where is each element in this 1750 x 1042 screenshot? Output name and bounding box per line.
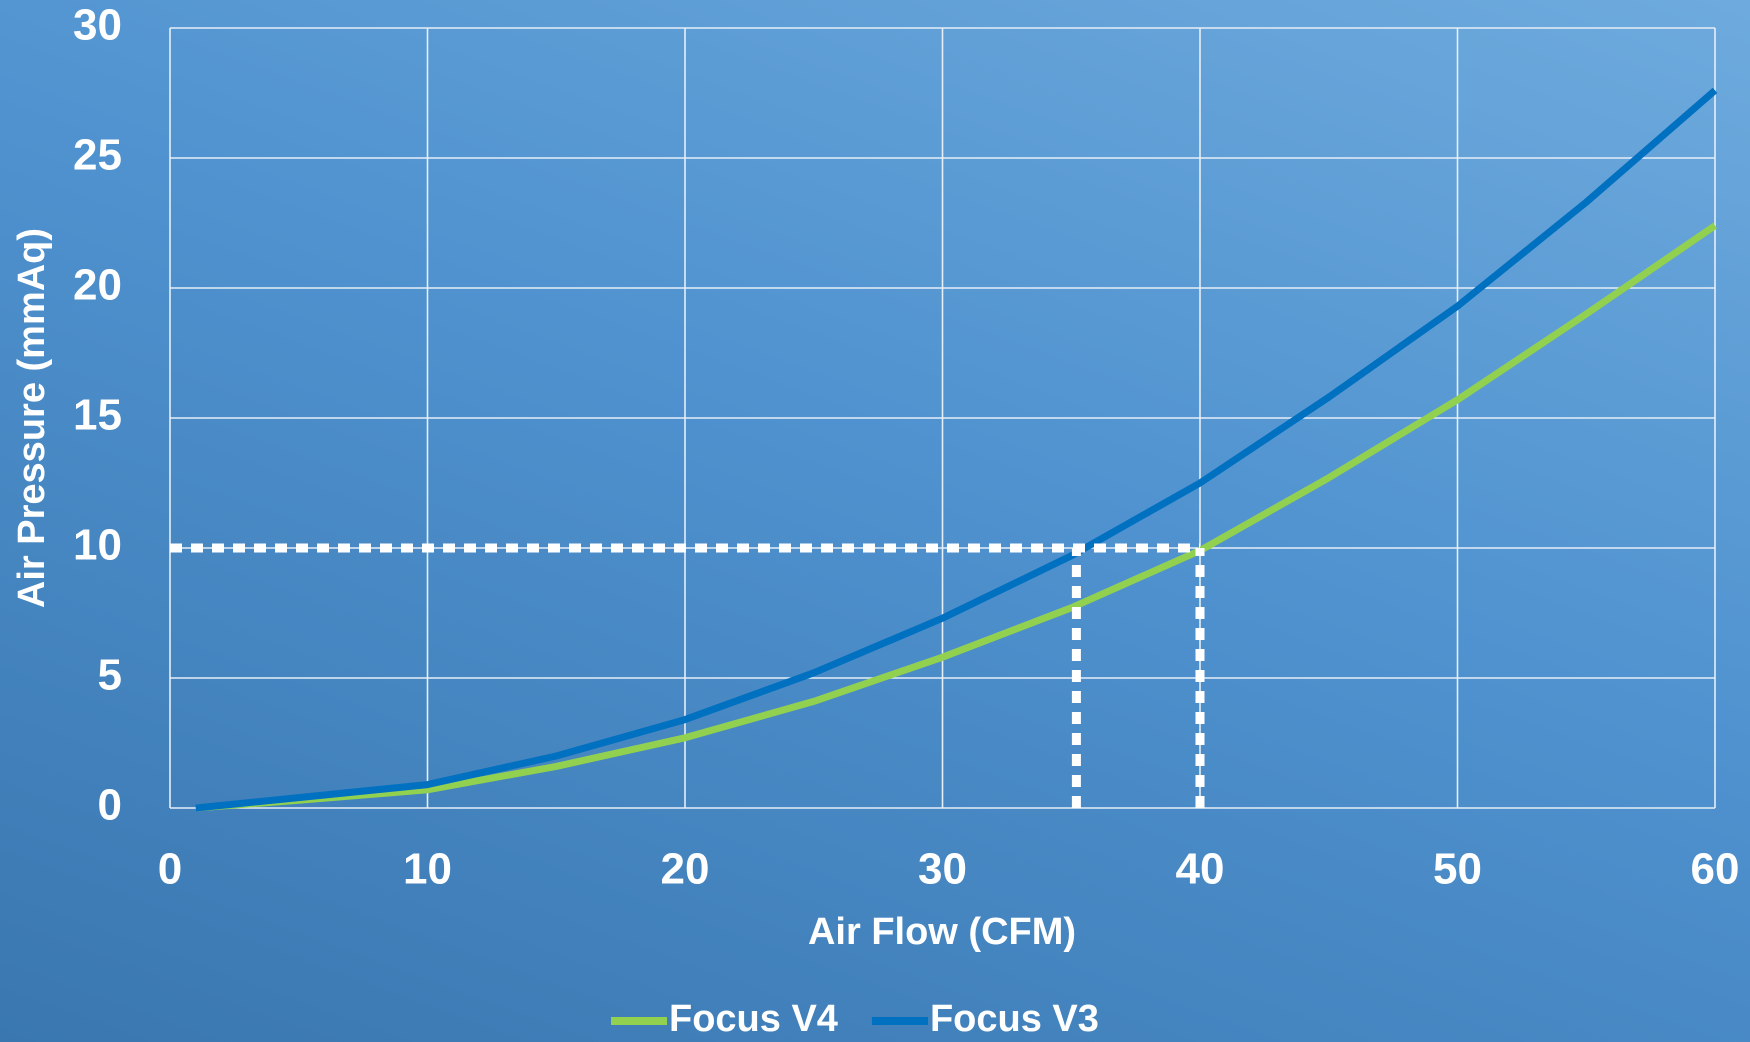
series-line	[195, 87, 1718, 812]
legend-label: Focus V4	[669, 998, 838, 1040]
y-tick-label: 25	[73, 131, 122, 180]
y-tick-label: 10	[73, 521, 122, 570]
x-tick-label: 60	[1691, 845, 1740, 894]
x-tick-label: 40	[1176, 845, 1225, 894]
y-tick-label: 30	[73, 1, 122, 50]
x-tick-label: 20	[661, 845, 710, 894]
y-axis-title: Air Pressure (mmAq)	[11, 228, 53, 608]
x-tick-label: 10	[403, 845, 452, 894]
x-tick-label: 50	[1433, 845, 1482, 894]
series-line	[195, 222, 1717, 812]
y-tick-label: 20	[73, 261, 122, 310]
x-tick-label: 30	[918, 845, 967, 894]
y-tick-label: 0	[98, 781, 122, 830]
legend-label: Focus V3	[930, 998, 1099, 1040]
y-tick-label: 5	[98, 651, 122, 700]
x-axis-title: Air Flow (CFM)	[808, 911, 1076, 953]
y-tick-label: 15	[73, 391, 122, 440]
x-tick-label: 0	[158, 845, 182, 894]
